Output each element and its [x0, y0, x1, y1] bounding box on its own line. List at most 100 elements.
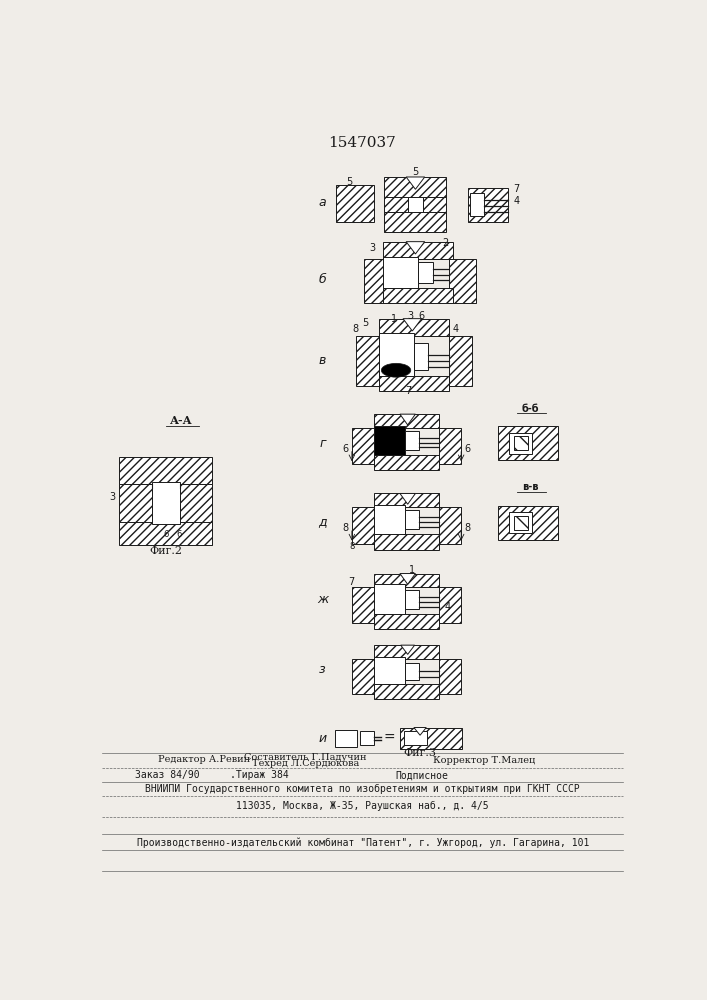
- Bar: [373, 534, 440, 550]
- Text: Заказ 84/90: Заказ 84/90: [135, 770, 199, 780]
- Bar: [414, 343, 428, 370]
- Bar: [385, 197, 408, 212]
- Bar: [373, 574, 440, 587]
- Text: в-в: в-в: [522, 482, 538, 492]
- Text: 3: 3: [369, 243, 375, 253]
- Text: 7: 7: [405, 386, 411, 396]
- Text: 8: 8: [343, 523, 349, 533]
- Bar: [379, 376, 449, 391]
- Text: а: а: [319, 196, 326, 209]
- Bar: [383, 257, 418, 288]
- Text: 7: 7: [348, 577, 354, 587]
- Bar: [423, 197, 446, 212]
- Ellipse shape: [381, 363, 411, 377]
- Text: 1: 1: [409, 565, 414, 575]
- Bar: [470, 193, 484, 216]
- Bar: [383, 288, 452, 303]
- Bar: [363, 259, 391, 303]
- Bar: [385, 177, 446, 197]
- Bar: [335, 730, 356, 747]
- Bar: [373, 584, 404, 614]
- Text: .Тираж 384: .Тираж 384: [230, 770, 288, 780]
- Text: Корректор Т.Малец: Корректор Т.Малец: [433, 756, 534, 765]
- Bar: [373, 493, 440, 507]
- Text: =: =: [383, 731, 395, 745]
- Polygon shape: [406, 177, 425, 189]
- Bar: [352, 587, 373, 623]
- Text: 4: 4: [445, 602, 451, 612]
- Bar: [379, 319, 449, 336]
- Text: 5: 5: [412, 167, 419, 177]
- Text: Техред Л.Сердюкова: Техред Л.Сердюкова: [252, 759, 359, 768]
- Bar: [152, 482, 180, 524]
- Text: 6: 6: [464, 444, 470, 454]
- Bar: [385, 212, 446, 232]
- Text: Производственно-издательский комбинат "Патент", г. Ужгород, ул. Гагарина, 101: Производственно-издательский комбинат "П…: [136, 837, 589, 848]
- Polygon shape: [401, 645, 414, 654]
- Text: 4: 4: [452, 324, 459, 334]
- Text: 7: 7: [513, 184, 520, 194]
- Bar: [119, 522, 212, 545]
- Bar: [337, 185, 373, 222]
- Text: з: з: [319, 663, 326, 676]
- Bar: [498, 426, 558, 460]
- Text: А-А: А-А: [170, 415, 193, 426]
- Text: 1: 1: [391, 314, 397, 324]
- Bar: [373, 414, 440, 428]
- Bar: [352, 428, 373, 464]
- Bar: [383, 242, 452, 259]
- Bar: [440, 428, 461, 464]
- Bar: [352, 507, 373, 544]
- Bar: [404, 663, 419, 680]
- Text: 5: 5: [346, 177, 353, 187]
- Text: Фиг.3: Фиг.3: [404, 748, 437, 758]
- Bar: [373, 645, 440, 659]
- Bar: [373, 657, 404, 684]
- Text: 3: 3: [110, 492, 115, 502]
- Bar: [373, 614, 440, 629]
- Bar: [404, 431, 419, 450]
- Bar: [440, 507, 461, 544]
- Bar: [418, 262, 433, 283]
- Bar: [449, 336, 472, 386]
- Text: 3: 3: [407, 311, 413, 321]
- Text: б: б: [319, 273, 327, 286]
- Text: 4: 4: [513, 196, 519, 206]
- Text: д: д: [318, 515, 327, 528]
- Bar: [360, 731, 373, 745]
- Polygon shape: [400, 493, 416, 504]
- Text: 6: 6: [176, 530, 182, 539]
- Text: ж: ж: [317, 593, 328, 606]
- Bar: [180, 484, 212, 524]
- Polygon shape: [414, 728, 426, 735]
- Bar: [404, 731, 427, 745]
- Bar: [356, 336, 379, 386]
- Bar: [404, 590, 419, 609]
- Bar: [509, 512, 532, 533]
- Bar: [373, 684, 440, 699]
- Text: 8: 8: [349, 542, 355, 551]
- Text: 2: 2: [442, 238, 448, 248]
- Text: 1547037: 1547037: [328, 136, 396, 150]
- Text: 6: 6: [163, 530, 168, 539]
- Text: Составитель Г.Падучин: Составитель Г.Падучин: [244, 753, 367, 762]
- Bar: [119, 457, 212, 484]
- Bar: [440, 587, 461, 623]
- Text: 8: 8: [464, 523, 470, 533]
- Polygon shape: [406, 242, 425, 254]
- Text: б-б: б-б: [521, 404, 539, 414]
- Bar: [468, 188, 508, 222]
- Text: и: и: [318, 732, 327, 745]
- Bar: [514, 436, 528, 450]
- Bar: [509, 433, 532, 454]
- Polygon shape: [400, 414, 416, 425]
- Text: Редактор А.Ревин: Редактор А.Ревин: [158, 755, 250, 764]
- Text: 113035, Москва, Ж-35, Раушская наб., д. 4/5: 113035, Москва, Ж-35, Раушская наб., д. …: [236, 801, 489, 811]
- Bar: [404, 510, 419, 529]
- Bar: [373, 505, 404, 534]
- Text: Подписное: Подписное: [395, 770, 448, 780]
- Text: 6: 6: [343, 444, 349, 454]
- Bar: [449, 259, 476, 303]
- Bar: [119, 484, 152, 524]
- Bar: [379, 333, 414, 376]
